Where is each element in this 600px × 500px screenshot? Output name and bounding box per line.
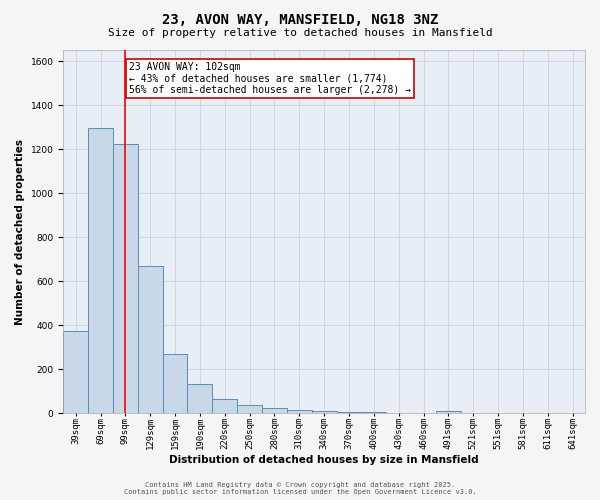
Bar bbox=[361, 412, 386, 413]
Bar bbox=[138, 266, 163, 413]
Bar bbox=[237, 404, 262, 413]
Text: 23 AVON WAY: 102sqm
← 43% of detached houses are smaller (1,774)
56% of semi-det: 23 AVON WAY: 102sqm ← 43% of detached ho… bbox=[129, 62, 411, 96]
Bar bbox=[187, 384, 212, 413]
Bar bbox=[287, 410, 312, 413]
Text: Size of property relative to detached houses in Mansfield: Size of property relative to detached ho… bbox=[107, 28, 493, 38]
Text: 23, AVON WAY, MANSFIELD, NG18 3NZ: 23, AVON WAY, MANSFIELD, NG18 3NZ bbox=[162, 12, 438, 26]
Text: Contains HM Land Registry data © Crown copyright and database right 2025.
Contai: Contains HM Land Registry data © Crown c… bbox=[124, 482, 476, 495]
Bar bbox=[163, 354, 187, 413]
Bar bbox=[312, 411, 337, 413]
Bar bbox=[212, 398, 237, 413]
Bar bbox=[88, 128, 113, 413]
Bar bbox=[262, 408, 287, 413]
Bar bbox=[63, 330, 88, 413]
X-axis label: Distribution of detached houses by size in Mansfield: Distribution of detached houses by size … bbox=[169, 455, 479, 465]
Y-axis label: Number of detached properties: Number of detached properties bbox=[15, 138, 25, 324]
Bar bbox=[436, 411, 461, 413]
Bar bbox=[113, 144, 138, 413]
Bar bbox=[337, 412, 361, 413]
